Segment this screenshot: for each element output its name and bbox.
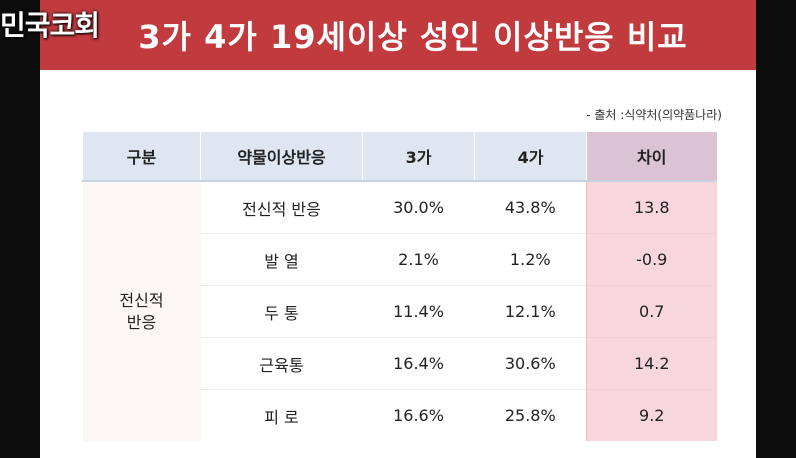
table-row: 전신적 반응 전신적 반응 30.0% 43.8% 13.8 [82,180,717,441]
slide: 3가 4가 19세이상 성인 이상반응 비교 - 출처 :식약처(의약품나라) … [40,0,756,458]
trivalent-cell: 11.4% [362,285,475,338]
difference-cell: 0.7 [586,285,717,338]
trivalent-cell: 2.1% [362,233,475,286]
trivalent-cell: 30.0% [362,180,475,234]
quadrivalent-cell: 25.8% [474,389,587,441]
table-row: 근육통 16.4% 30.6% 14.2 [83,337,717,390]
difference-cell: 13.8 [586,180,717,234]
table-row: 피 로 16.6% 25.8% 9.2 [83,389,717,441]
source-note: - 출처 :식약처(의약품나라) [586,108,722,122]
table-row: 발 열 2.1% 1.2% -0.9 [83,233,717,286]
header-reaction: 약물이상반응 [200,132,363,182]
header-difference: 차이 [586,132,717,182]
difference-cell: 9.2 [586,389,717,441]
quadrivalent-cell: 12.1% [474,285,587,338]
reaction-cell: 전신적 반응 [200,180,363,234]
title-bar: 3가 4가 19세이상 성인 이상반응 비교 [40,0,756,70]
trivalent-cell: 16.4% [362,337,475,390]
reaction-cell: 발 열 [200,233,363,286]
overlay-watermark-text: 민국코회 [0,9,100,42]
quadrivalent-cell: 43.8% [474,180,587,234]
comparison-table: 구분 약물이상반응 3가 4가 차이 전신적 반응 전신적 반응 30.0% 43… [82,132,717,441]
table-header-row: 구분 약물이상반응 3가 4가 차이 [82,132,717,182]
trivalent-cell: 16.6% [362,389,475,441]
slide-title: 3가 4가 19세이상 성인 이상반응 비교 [138,18,688,56]
category-cell: 전신적 반응 [82,181,201,441]
table-row: 두 통 11.4% 12.1% 0.7 [83,285,717,338]
quadrivalent-cell: 30.6% [474,337,587,390]
difference-cell: -0.9 [586,233,717,286]
category-label: 전신적 반응 [119,290,164,332]
difference-cell: 14.2 [586,337,717,390]
header-quadrivalent: 4가 [474,132,587,182]
quadrivalent-cell: 1.2% [474,233,587,286]
header-trivalent: 3가 [362,132,475,182]
reaction-cell: 피 로 [200,389,363,441]
reaction-cell: 두 통 [200,285,363,338]
reaction-cell: 근육통 [200,337,363,390]
header-category: 구분 [82,132,201,182]
